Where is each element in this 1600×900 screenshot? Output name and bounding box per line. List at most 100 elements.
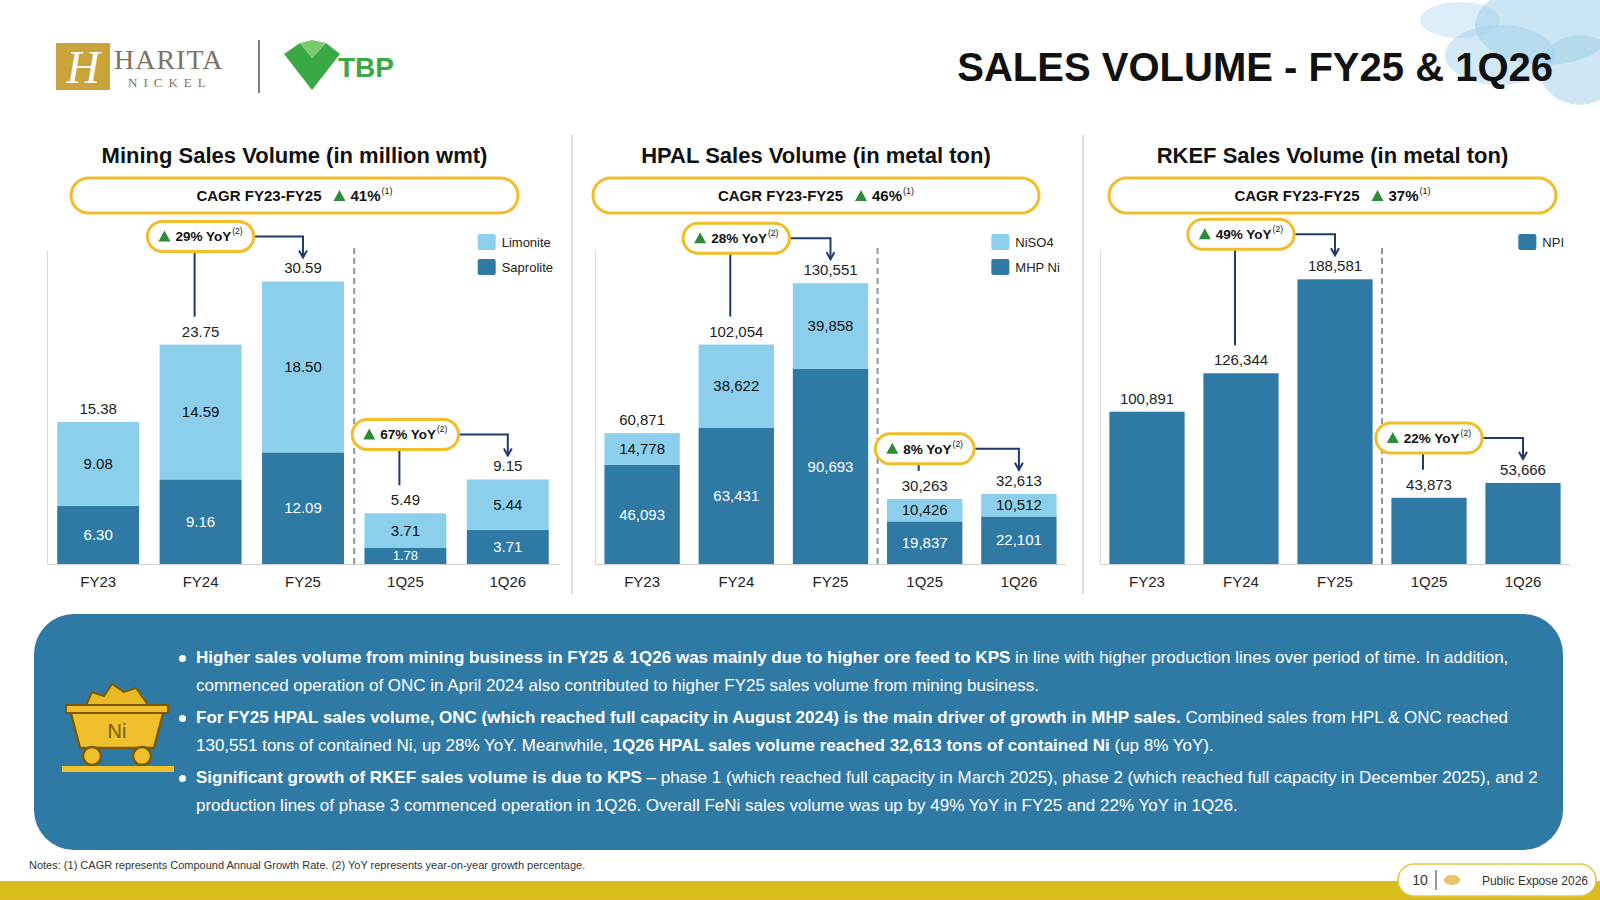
legend-swatch bbox=[991, 234, 1009, 250]
bar bbox=[467, 530, 549, 564]
yoy-badge: 8% YoY(2) bbox=[875, 434, 974, 464]
bar bbox=[604, 465, 679, 564]
bullet-text: (up 8% YoY). bbox=[1110, 736, 1214, 755]
icon-rim bbox=[66, 705, 168, 713]
cart-icon: Ni bbox=[62, 680, 174, 776]
yoy-arrow bbox=[1294, 234, 1335, 255]
cagr-content: CAGR FY23-FY2537%(1) bbox=[1234, 186, 1430, 204]
notes: Notes: (1) CAGR represents Compound Annu… bbox=[29, 859, 585, 871]
data-label: 90,693 bbox=[808, 458, 854, 475]
period-separator bbox=[1381, 248, 1383, 564]
x-axis: FY23FY24FY251Q251Q26 bbox=[48, 564, 560, 590]
legend-swatch bbox=[991, 259, 1009, 275]
x-tick: 1Q25 bbox=[906, 564, 943, 590]
yoy-arrow bbox=[789, 238, 830, 259]
x-axis: FY23FY24FY251Q251Q26 bbox=[1101, 564, 1571, 590]
yoy-triangle bbox=[1387, 432, 1399, 443]
yoy-triangle bbox=[158, 230, 170, 241]
icon-wheel bbox=[133, 747, 151, 765]
yoy-text: 67% YoY bbox=[380, 427, 436, 442]
chart-panel: RKEF Sales Volume (in metal ton) CAGR FY2… bbox=[1101, 143, 1571, 590]
legend-label: NiSO4 bbox=[1015, 235, 1053, 250]
page-title: SALES VOLUME - FY25 & 1Q26 bbox=[957, 45, 1553, 89]
y-axis-line bbox=[595, 251, 596, 565]
yoy-content: 29% YoY(2) bbox=[158, 226, 242, 244]
x-tick: FY25 bbox=[1317, 564, 1353, 590]
legend-item: NPI bbox=[1518, 234, 1564, 250]
panel-divider bbox=[1082, 135, 1084, 594]
x-tick: 1Q26 bbox=[1001, 564, 1038, 590]
yoy-note: (2) bbox=[1273, 224, 1284, 234]
bullet-item: For FY25 HPAL sales volume, ONC (which r… bbox=[196, 704, 1543, 760]
yoy-text: 49% YoY bbox=[1216, 227, 1272, 242]
total-label: 102,054 bbox=[709, 323, 763, 340]
yoy-triangle bbox=[1199, 228, 1211, 239]
x-tick-label: FY23 bbox=[1129, 573, 1165, 590]
bar bbox=[1109, 412, 1184, 564]
yoy-badge: 67% YoY(2) bbox=[352, 419, 458, 449]
total-label: 15.38 bbox=[79, 400, 117, 417]
x-tick: 1Q25 bbox=[387, 564, 424, 590]
bullet-bold-text: For FY25 HPAL sales volume, ONC (which r… bbox=[196, 708, 1181, 727]
bar bbox=[262, 281, 344, 452]
x-tick: FY24 bbox=[1223, 564, 1259, 590]
bar bbox=[793, 283, 868, 369]
partner-leaf-top bbox=[300, 40, 326, 58]
slide: HHARITANICKELTBPSALES VOLUME - FY25 & 1Q… bbox=[0, 0, 1600, 900]
bar bbox=[57, 506, 139, 564]
footer-divider bbox=[1436, 870, 1437, 890]
data-label: 9.16 bbox=[186, 513, 215, 530]
cagr-frame bbox=[1109, 178, 1556, 213]
legend: LimoniteSaprolite bbox=[478, 234, 553, 275]
yoy-arrow bbox=[1482, 438, 1523, 459]
cagr-pill: CAGR FY23-FY2546%(1) bbox=[593, 178, 1039, 213]
splash-blob bbox=[1420, 2, 1500, 38]
bar bbox=[604, 433, 679, 465]
data-label: 43,873 bbox=[1406, 476, 1452, 493]
data-label: 53,666 bbox=[1500, 461, 1546, 478]
x-tick: FY23 bbox=[1129, 564, 1165, 590]
bullet-dot bbox=[179, 715, 186, 722]
yoy-content: 49% YoY(2) bbox=[1199, 224, 1283, 242]
x-tick-label: FY23 bbox=[80, 573, 116, 590]
y-axis bbox=[595, 251, 596, 565]
x-axis-line bbox=[1101, 564, 1571, 565]
yoy-note: (2) bbox=[437, 424, 448, 434]
legend-swatch bbox=[1518, 234, 1536, 250]
bar bbox=[467, 479, 549, 529]
yoy-frame bbox=[352, 419, 458, 449]
x-tick-label: FY24 bbox=[718, 573, 754, 590]
yoy-annotations: 28% YoY(2)8% YoY(2) bbox=[683, 223, 1019, 471]
cagr-triangle bbox=[1372, 190, 1384, 201]
bar bbox=[887, 521, 962, 564]
data-label: 9.08 bbox=[84, 455, 113, 472]
data-label: 188,581 bbox=[1308, 257, 1362, 274]
yoy-frame bbox=[147, 221, 253, 251]
yoy-drop-line bbox=[1234, 249, 1236, 345]
data-labels: 6.309.1612.091.783.719.0814.5918.503.715… bbox=[79, 259, 522, 563]
chart-title: RKEF Sales Volume (in metal ton) bbox=[1157, 143, 1509, 168]
bar bbox=[160, 479, 242, 564]
bullet-list: Higher sales volume from mining business… bbox=[174, 640, 1543, 824]
icon-cart bbox=[70, 710, 164, 748]
data-label: 38,622 bbox=[713, 377, 759, 394]
x-tick-label: FY25 bbox=[813, 573, 849, 590]
yoy-triangle bbox=[363, 428, 375, 439]
data-label: 12.09 bbox=[284, 499, 322, 516]
period-separator bbox=[877, 248, 879, 564]
icon-label: Ni bbox=[108, 720, 127, 742]
bullet-bold-text: 1Q26 HPAL sales volume reached 32,613 to… bbox=[613, 736, 1110, 755]
yoy-content: 8% YoY(2) bbox=[886, 439, 963, 457]
data-label: 3.71 bbox=[391, 522, 420, 539]
x-tick: FY23 bbox=[80, 564, 116, 590]
data-label: 14.59 bbox=[182, 403, 220, 420]
yoy-badge: 49% YoY(2) bbox=[1188, 219, 1294, 249]
total-label: 23.75 bbox=[182, 323, 220, 340]
yoy-frame bbox=[1188, 219, 1294, 249]
legend-item: Saprolite bbox=[478, 259, 553, 275]
icon-rail bbox=[62, 766, 174, 772]
bar bbox=[364, 548, 446, 564]
footer-frame bbox=[1398, 864, 1596, 896]
legend-item: MHP Ni bbox=[991, 259, 1060, 275]
data-label: 39,858 bbox=[808, 317, 854, 334]
